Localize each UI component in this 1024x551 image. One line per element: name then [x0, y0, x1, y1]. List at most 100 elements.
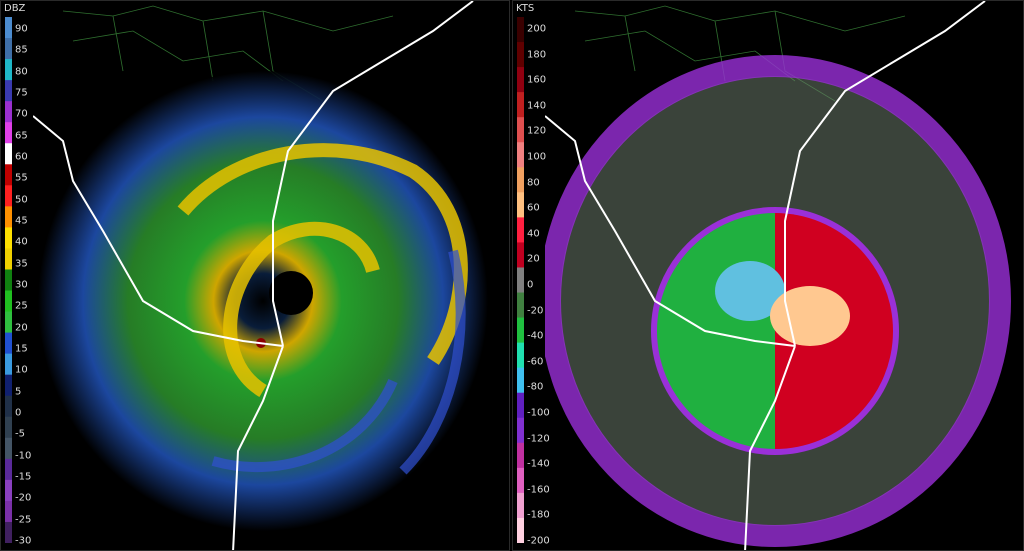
velocity-color-swatch	[517, 17, 524, 43]
reflectivity-color-swatch	[5, 185, 12, 207]
velocity-tick-label: -200	[527, 535, 550, 547]
velocity-color-swatch	[517, 67, 524, 93]
velocity-color-swatch	[517, 192, 524, 218]
reflectivity-tick-label: 85	[15, 44, 28, 56]
reflectivity-tick-label: 30	[15, 279, 28, 291]
velocity-tick-label: 60	[527, 202, 540, 214]
reflectivity-tick-label: 60	[15, 151, 28, 163]
reflectivity-color-swatch	[5, 80, 12, 102]
reflectivity-color-swatch	[5, 437, 12, 460]
velocity-radar-image	[545, 1, 1011, 550]
reflectivity-unit-label: DBZ	[4, 3, 26, 14]
reflectivity-tick-label: 5	[15, 386, 22, 398]
reflectivity-color-swatch	[5, 248, 12, 270]
velocity-tick-label: -180	[527, 509, 550, 521]
velocity-color-swatch	[517, 392, 524, 419]
reflectivity-color-swatch	[5, 227, 12, 249]
reflectivity-color-swatch	[5, 332, 12, 355]
reflectivity-color-swatch	[5, 353, 12, 376]
reflectivity-tick-label: 20	[15, 322, 28, 334]
velocity-tick-label: 180	[527, 49, 547, 61]
reflectivity-tick-label: 10	[15, 364, 28, 376]
reflectivity-tick-label: 75	[15, 87, 28, 99]
velocity-tick-label: -60	[527, 356, 544, 368]
velocity-color-swatch	[517, 517, 524, 543]
coastline	[33, 1, 474, 550]
reflectivity-tick-label: -5	[15, 428, 25, 440]
velocity-color-swatch	[517, 42, 524, 68]
reflectivity-color-scale: DBZ 90 85 80 75 70 65 60 55 50 45 40 35 30 25 20 15 10 5 0…	[1, 1, 33, 550]
reflectivity-tick-label: 80	[15, 66, 28, 78]
velocity-color-swatch	[517, 417, 524, 444]
velocity-tick-label: 120	[527, 125, 547, 137]
velocity-tick-label: -40	[527, 330, 544, 342]
velocity-tick-label: 140	[527, 100, 547, 112]
velocity-tick-label: 20	[527, 253, 540, 265]
reflectivity-tick-label: 35	[15, 258, 28, 270]
reflectivity-tick-label: 40	[15, 236, 28, 248]
reflectivity-tick-label: -30	[15, 535, 32, 547]
velocity-color-swatch	[517, 242, 524, 268]
reflectivity-panel: DBZ 90 85 80 75 70 65 60 55 50 45 40 35 30 25 20 15 10 5 0…	[0, 0, 510, 551]
velocity-color-swatch	[517, 142, 524, 168]
reflectivity-tick-label: 55	[15, 172, 28, 184]
velocity-tick-label: 100	[527, 151, 547, 163]
coastline	[545, 1, 986, 550]
velocity-unit-label: KTS	[516, 3, 535, 14]
reflectivity-color-swatch	[5, 122, 12, 144]
velocity-color-swatch	[517, 267, 524, 294]
reflectivity-tick-label: -15	[15, 471, 32, 483]
velocity-color-swatch	[517, 317, 524, 344]
velocity-color-swatch	[517, 217, 524, 243]
reflectivity-tick-label: -25	[15, 514, 32, 526]
reflectivity-color-swatch	[5, 17, 12, 39]
reflectivity-color-swatch	[5, 521, 12, 543]
velocity-tick-label: 160	[527, 74, 547, 86]
reflectivity-tick-label: 70	[15, 108, 28, 120]
reflectivity-color-swatch	[5, 143, 12, 165]
velocity-tick-label: -20	[527, 305, 544, 317]
reflectivity-color-swatch	[5, 38, 12, 60]
velocity-color-scale: KTS 200 180 160 140 120 100 80 60 40 20 0 -20 -40 -60…	[513, 1, 550, 550]
velocity-color-swatch	[517, 467, 524, 494]
velocity-color-bar	[517, 17, 524, 543]
county-lines	[62, 5, 394, 102]
velocity-tick-label: -100	[527, 407, 550, 419]
reflectivity-color-swatch	[5, 206, 12, 228]
reflectivity-color-swatch	[5, 164, 12, 186]
county-lines	[574, 5, 906, 102]
reflectivity-color-swatch	[5, 458, 12, 481]
velocity-color-swatch	[517, 442, 524, 469]
reflectivity-color-swatch	[5, 269, 12, 292]
reflectivity-tick-label: 90	[15, 23, 28, 35]
reflectivity-color-bar	[5, 17, 12, 543]
reflectivity-color-swatch	[5, 500, 12, 523]
reflectivity-color-swatch	[5, 101, 12, 123]
reflectivity-color-swatch	[5, 374, 12, 397]
velocity-color-swatch	[517, 492, 524, 519]
reflectivity-color-swatch	[5, 290, 12, 313]
velocity-tick-label: -120	[527, 433, 550, 445]
velocity-tick-label: 40	[527, 228, 540, 240]
reflectivity-color-swatch	[5, 395, 12, 418]
velocity-color-swatch	[517, 342, 524, 369]
reflectivity-tick-label: 25	[15, 300, 28, 312]
reflectivity-color-swatch	[5, 59, 12, 81]
reflectivity-color-swatch	[5, 479, 12, 502]
velocity-color-swatch	[517, 292, 524, 319]
reflectivity-radar-image	[33, 1, 488, 550]
velocity-tick-label: -80	[527, 381, 544, 393]
reflectivity-tick-label: -20	[15, 492, 32, 504]
velocity-tick-label: -160	[527, 484, 550, 496]
velocity-tick-label: 200	[527, 23, 547, 35]
reflectivity-tick-label: 15	[15, 343, 28, 355]
velocity-tick-label: 0	[527, 279, 534, 291]
velocity-tick-label: 80	[527, 177, 540, 189]
velocity-panel: KTS 200 180 160 140 120 100 80 60 40 20 0 -20 -40 -60…	[512, 0, 1024, 551]
reflectivity-tick-label: 0	[15, 407, 22, 419]
velocity-tick-label: -140	[527, 458, 550, 470]
reflectivity-tick-label: 65	[15, 130, 28, 142]
velocity-color-swatch	[517, 167, 524, 193]
velocity-color-swatch	[517, 367, 524, 394]
reflectivity-color-swatch	[5, 416, 12, 439]
